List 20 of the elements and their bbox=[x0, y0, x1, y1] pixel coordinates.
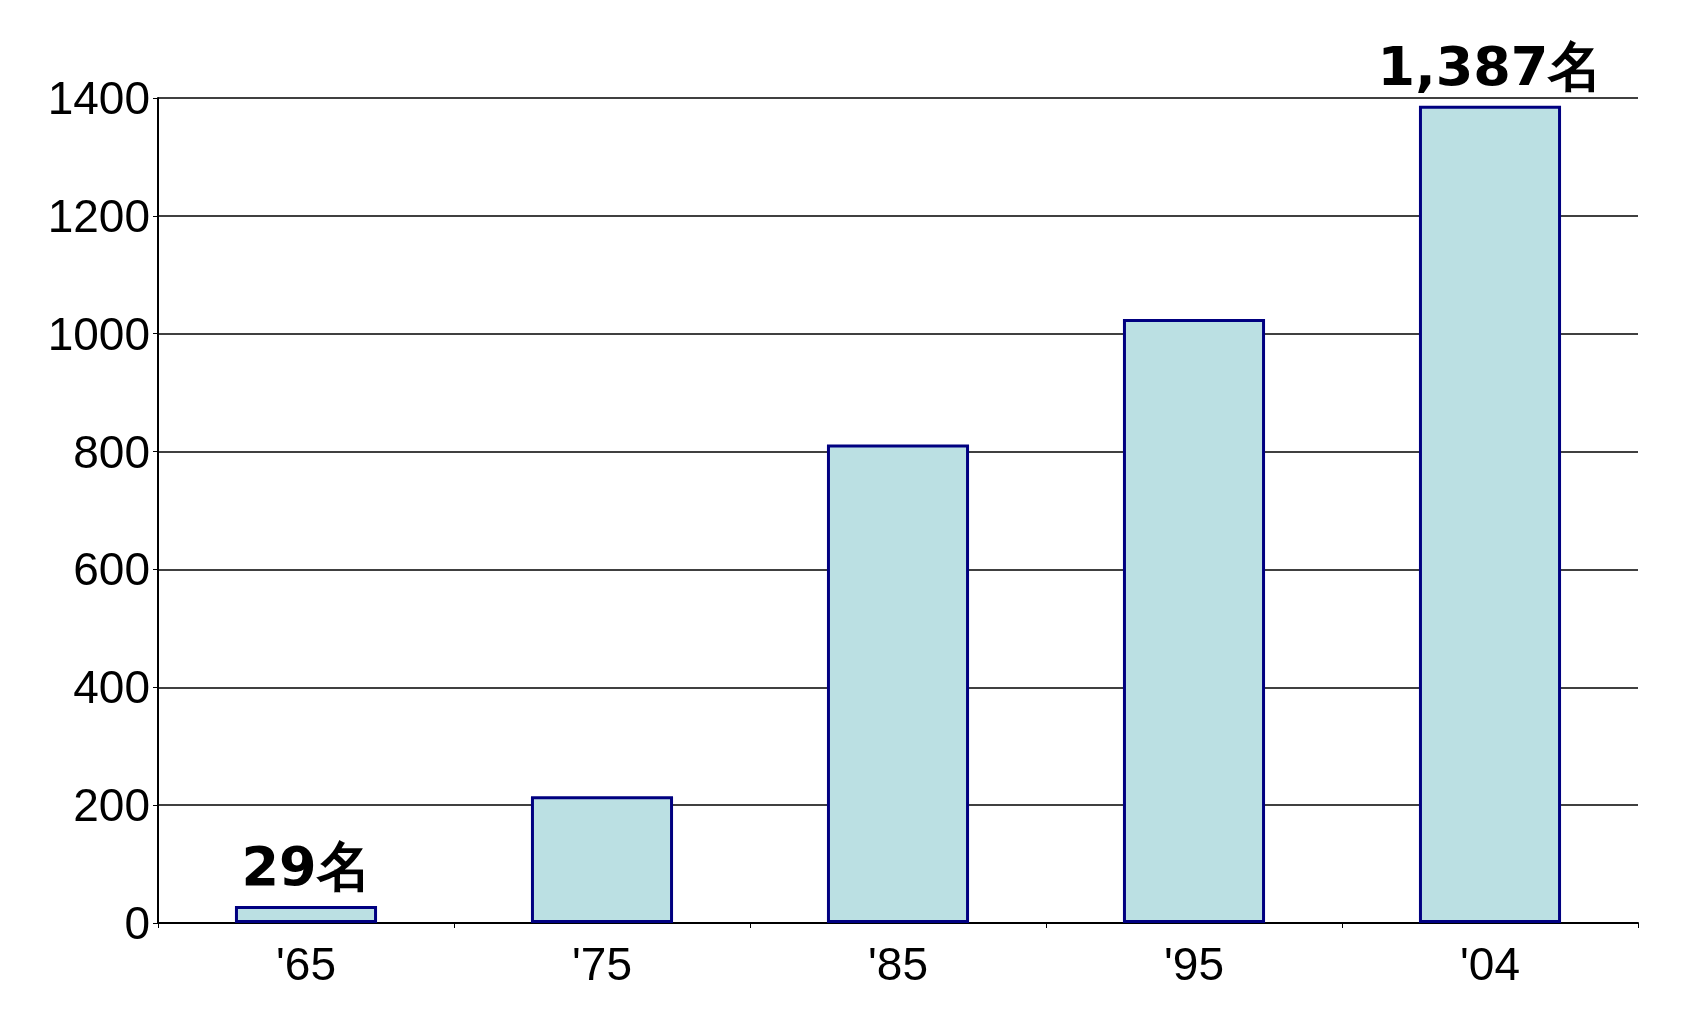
y-tick-label: 600 bbox=[73, 543, 150, 596]
y-tick-label: 1000 bbox=[47, 307, 150, 360]
x-tick-label: '95 bbox=[1164, 938, 1224, 990]
data-label: 1,387名 bbox=[1377, 35, 1603, 99]
bar bbox=[1122, 318, 1266, 923]
y-tick-label: 400 bbox=[73, 661, 150, 714]
x-tick-label: '75 bbox=[572, 938, 632, 990]
bar bbox=[530, 796, 674, 923]
bar bbox=[826, 444, 970, 923]
y-tick-label: 200 bbox=[73, 779, 150, 832]
y-tick-label: 800 bbox=[73, 425, 150, 478]
y-tick-label: 1400 bbox=[47, 72, 150, 124]
bar bbox=[1418, 105, 1562, 923]
x-tick-label: '65 bbox=[276, 938, 336, 990]
data-label: 29名 bbox=[241, 835, 371, 899]
y-tick-label: 0 bbox=[124, 897, 150, 949]
y-tick-label: 1200 bbox=[47, 189, 150, 242]
x-tick-label: '04 bbox=[1460, 938, 1520, 990]
x-tick-label: '85 bbox=[868, 938, 928, 990]
bar bbox=[234, 905, 378, 923]
